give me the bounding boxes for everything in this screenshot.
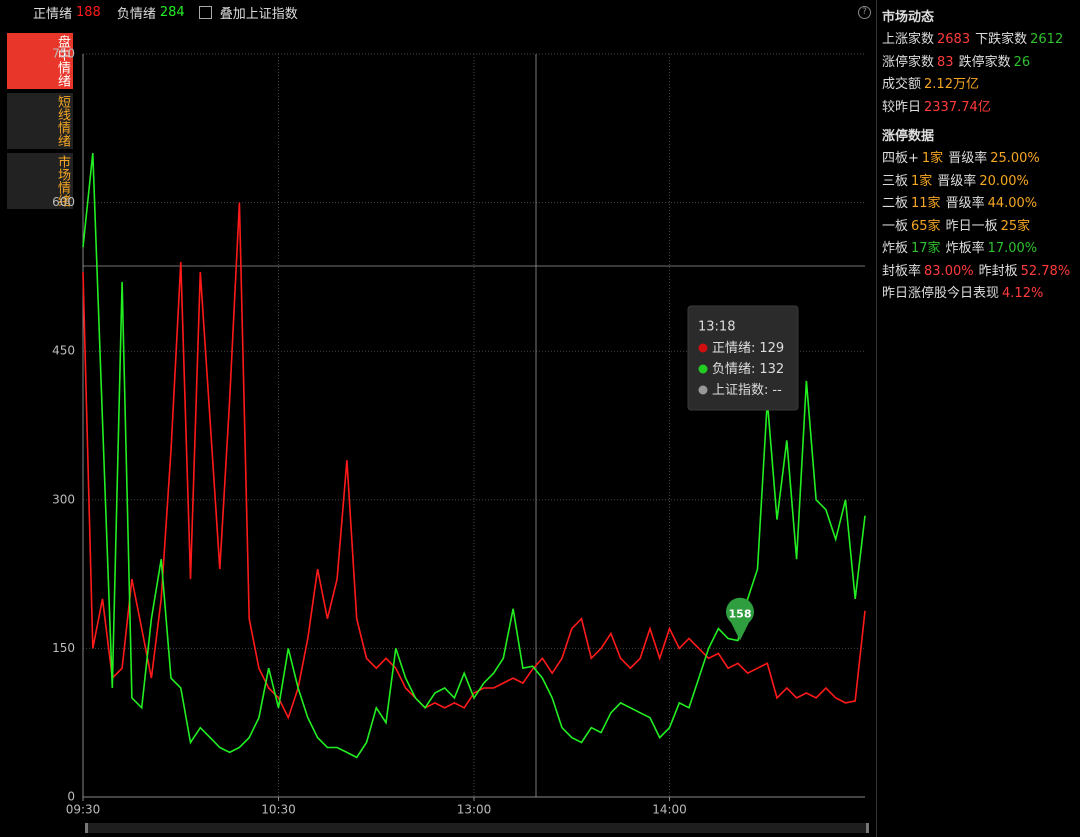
mark-point — [726, 597, 754, 641]
stat-label: 昨日涨停股今日表现 — [882, 286, 1000, 301]
tab[interactable]: 市场情绪 — [7, 153, 73, 209]
stat-label: 四板+ — [882, 151, 919, 166]
stat-label: 晋级率 — [937, 173, 977, 189]
stat-value: 1家 — [911, 173, 933, 189]
stat-value: 25.00% — [990, 151, 1040, 166]
stat-row: 二板 11家 晋级率 44.00% — [882, 193, 1080, 216]
stat-value: 11家 — [911, 196, 941, 211]
tab[interactable]: 盘中情绪 — [7, 33, 73, 89]
tooltip-dot — [698, 385, 708, 395]
stat-value: 4.12% — [1002, 286, 1044, 301]
section-title: 涨停数据 — [882, 129, 935, 144]
overlay-label[interactable]: 叠加上证指数 — [219, 7, 298, 22]
stat-label: 下跌家数 — [975, 32, 1028, 47]
tooltip-item: 负情绪: 132 — [712, 362, 784, 377]
x-tick-label: 10:30 — [261, 803, 296, 817]
stat-value: 65家 — [911, 218, 941, 234]
stat-label: 二板 — [882, 196, 909, 211]
legend: 正情绪 188 负情绪 284 叠加上证指数 — [33, 3, 298, 22]
tooltip-dot — [698, 364, 708, 374]
stat-value: 26 — [1013, 54, 1031, 70]
stat-value: 44.00% — [987, 196, 1038, 211]
stat-value: 20.00% — [979, 173, 1029, 189]
stat-row: 成交额 2.12万亿 — [882, 74, 1080, 97]
stat-label: 三板 — [882, 173, 909, 189]
stat-value: 2612 — [1030, 32, 1064, 47]
stat-label: 涨停家数 — [882, 54, 935, 70]
stat-row: 炸板 17家 炸板率 17.00% — [882, 238, 1080, 261]
stat-label: 昨封板 — [978, 263, 1018, 279]
stat-label: 昨日一板 — [945, 218, 998, 234]
y-tick-label: 750 — [52, 47, 75, 61]
y-tick-label: 450 — [52, 344, 75, 358]
mark-point-label: 158 — [729, 607, 752, 620]
stat-value: 1家 — [921, 151, 944, 166]
stat-label: 跌停家数 — [958, 54, 1011, 70]
stat-value: 83 — [937, 54, 954, 70]
legend-label: 正情绪 — [33, 7, 73, 22]
tooltip-dot — [698, 343, 708, 353]
stat-value: 2337.74亿 — [924, 99, 991, 115]
tooltip-box — [687, 305, 799, 411]
tabs: 盘中情绪 短线情绪 市场情绪 — [7, 33, 73, 209]
stat-row: 上涨家数 2683 下跌家数 2612 — [882, 29, 1080, 52]
stat-value: 2.12万亿 — [924, 77, 979, 92]
scroll-handle[interactable] — [85, 823, 88, 833]
section-title: 市场动态 — [882, 10, 935, 25]
legend-value: 188 — [76, 5, 101, 20]
stat-row: 三板 1家 晋级率 20.00% — [882, 171, 1080, 194]
tooltip-value: -- — [772, 383, 782, 398]
x-tick-label: 09:30 — [66, 803, 101, 817]
legend-label: 负情绪 — [116, 7, 156, 22]
stat-value: 17家 — [911, 241, 941, 256]
tooltip-value: 132 — [759, 362, 784, 377]
scroll-handle[interactable] — [866, 823, 869, 833]
legend-value: 284 — [159, 5, 185, 20]
stat-value: 52.78% — [1020, 263, 1071, 279]
help-icon[interactable]: ? — [858, 6, 871, 19]
stat-label: 封板率 — [882, 263, 922, 279]
stat-row: 较昨日 2337.74亿 — [882, 97, 1080, 120]
stat-label: 上涨家数 — [882, 32, 935, 47]
stat-row: 昨日涨停股今日表现 4.12% — [882, 283, 1080, 306]
x-tick-label: 13:00 — [457, 803, 492, 817]
x-tick-label: 14:00 — [652, 803, 687, 817]
stat-label: 晋级率 — [948, 151, 988, 166]
stat-row: 一板 65家 昨日一板 25家 — [882, 216, 1080, 239]
stat-label: 炸板率 — [945, 241, 985, 256]
tooltip-label: 上证指数: — [712, 383, 768, 398]
series-line — [82, 202, 866, 720]
checkbox[interactable] — [198, 6, 212, 19]
stat-label: 炸板 — [882, 241, 909, 256]
stat-value: 17.00% — [987, 241, 1038, 256]
scrollbar — [85, 823, 869, 833]
tooltip-time: 13:18 — [698, 320, 735, 335]
stat-label: 晋级率 — [945, 196, 985, 211]
stat-label: 一板 — [882, 218, 909, 234]
stat-value: 25家 — [1000, 218, 1031, 234]
stat-label: 成交额 — [882, 77, 922, 92]
tooltip-label: 负情绪: — [712, 362, 755, 377]
tooltip-item: 上证指数: -- — [712, 383, 782, 398]
tooltip-value: 129 — [759, 341, 784, 356]
y-tick-label: 150 — [52, 641, 75, 655]
sidebar-section: 市场动态 上涨家数 2683 下跌家数 2612 涨停家数 83 跌停家数 26 成交额 2.12万… — [877, 9, 1080, 119]
tooltip-item: 正情绪: 129 — [712, 341, 784, 356]
stat-row: 涨停家数 83 跌停家数 26 — [882, 52, 1080, 75]
sidebar-section: 涨停数据 四板+ 1家 晋级率 25.00% 三板 1家 晋级率 20.00% 二板 11家 晋级率 4… — [877, 128, 1080, 306]
stat-value: 2683 — [937, 32, 971, 47]
y-tick-label: 0 — [67, 790, 75, 804]
sidebar: 市场动态 上涨家数 2683 下跌家数 2612 涨停家数 83 跌停家数 26 成交额 2.12万… — [876, 0, 1080, 837]
chart: 0 150 300 450 600 750 09:30 10:30 13:00 14:00 158 1… — [52, 47, 869, 833]
stat-value: 83.00% — [924, 263, 974, 279]
stat-label: 较昨日 — [882, 99, 922, 115]
y-tick-label: 300 — [52, 492, 75, 506]
stat-row: 四板+ 1家 晋级率 25.00% — [882, 148, 1080, 171]
y-tick-label: 600 — [52, 195, 75, 209]
stat-row: 封板率 83.00% 昨封板 52.78% — [882, 261, 1080, 284]
series-line — [82, 153, 866, 759]
tab[interactable]: 短线情绪 — [7, 93, 73, 149]
tooltip-label: 正情绪: — [712, 341, 755, 356]
